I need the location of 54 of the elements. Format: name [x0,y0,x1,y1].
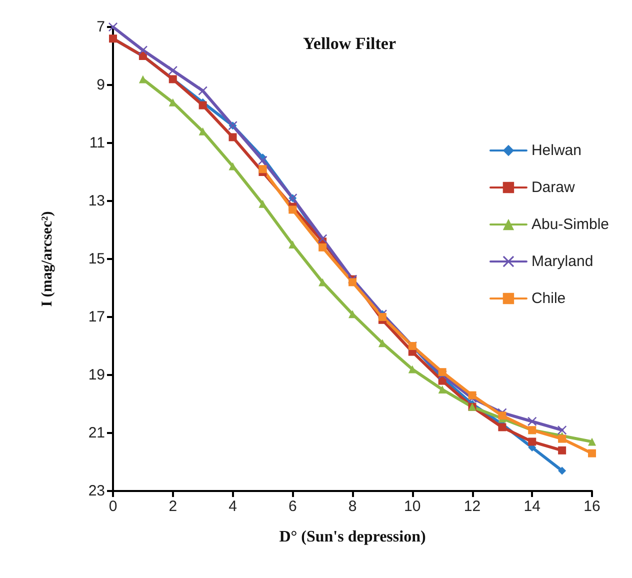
point [258,165,267,174]
point [318,243,327,252]
y-tick-label: 9 [96,76,105,94]
point [198,86,208,96]
x-axis-title: D° (Sun's depression) [279,528,426,546]
x-tick-label: 16 [584,498,600,515]
point [258,200,267,208]
y-tick-label: 11 [89,134,105,152]
legend-label: Helwan [531,142,582,159]
y-axis-title: I (mag/arcsec²) [40,211,56,307]
x-tick-label: 8 [348,498,357,515]
point [288,206,297,214]
y-tick-label: 17 [88,308,105,326]
chart-title: Yellow Filter [303,34,396,53]
point [138,46,148,55]
point [558,426,567,435]
point [498,412,506,420]
legend-label: Maryland [531,253,594,270]
point [558,466,566,475]
x-tick-label: 6 [288,498,297,515]
point [558,434,566,443]
point [588,449,596,458]
point [438,386,446,394]
y-tick-label: 21 [88,424,105,442]
point [168,66,178,75]
x-tick-label: 14 [524,498,540,515]
point [588,438,596,446]
point [348,278,356,286]
point [318,234,328,244]
point [378,313,386,321]
y-tick-label: 23 [88,482,105,500]
x-tick-label: 10 [404,498,421,515]
y-tick-label: 13 [88,192,105,210]
point [228,133,237,142]
point [258,156,268,165]
x-tick-label: 2 [168,498,178,515]
y-tick-label: 19 [88,366,105,384]
y-tick-label: 7 [96,18,105,36]
point [528,416,537,426]
point [408,365,416,374]
point [198,101,207,110]
legend-label: Daraw [531,179,575,196]
point [558,446,566,454]
y-tick-label: 15 [88,250,105,268]
x-tick-label: 4 [228,498,237,515]
point [138,75,147,84]
point [528,438,536,446]
point [438,368,446,376]
legend-label: Chile [531,290,566,307]
point [468,391,476,400]
x-tick-label: 0 [108,498,118,515]
point [498,423,506,432]
legend-label: Abu-Simble [531,216,610,233]
x-tick-label: 12 [464,498,481,515]
